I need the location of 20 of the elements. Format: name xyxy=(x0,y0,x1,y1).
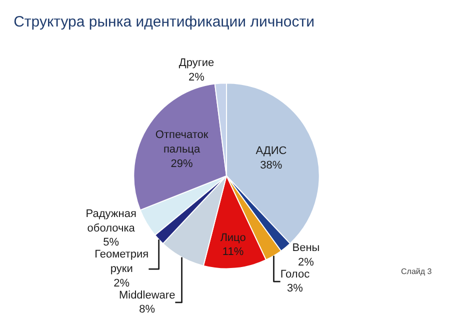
data-label: 5% xyxy=(103,236,120,249)
slice-label: АДИС xyxy=(256,145,287,158)
text: Слайд 3 xyxy=(401,267,432,276)
data-label: 3% xyxy=(287,282,304,295)
slice-label: Радужная оболочка xyxy=(86,208,136,234)
data-label: 11% xyxy=(222,246,244,258)
chart-title: Структура рынка идентификации личности xyxy=(14,14,315,30)
slice-label: Middleware xyxy=(118,289,176,302)
slice-label: Отпечаток пальца xyxy=(155,129,208,156)
slice-label: Голос xyxy=(280,268,310,280)
slice-label: Другие xyxy=(178,57,214,70)
data-label: 8% xyxy=(139,304,156,316)
data-label: 2% xyxy=(298,256,314,268)
data-label: 2% xyxy=(188,71,205,84)
slice-label: Вены xyxy=(292,242,320,254)
slice-label: Геометрия руки xyxy=(94,248,149,276)
data-label: 29% xyxy=(170,158,193,170)
data-label: 38% xyxy=(260,159,282,172)
slice-label: Лицо xyxy=(220,232,246,244)
data-label: 2% xyxy=(114,277,130,290)
